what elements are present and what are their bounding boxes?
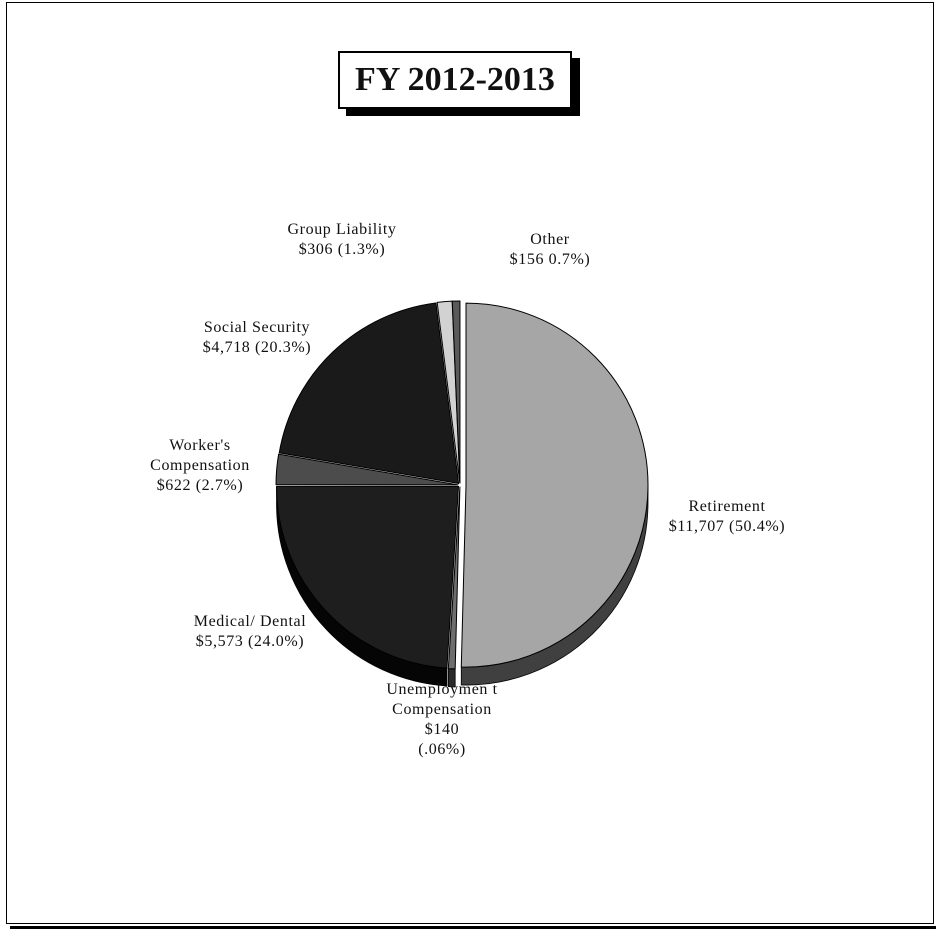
slice-label-line: $4,718 (20.3%) <box>202 339 312 356</box>
slice-label-line: $140 <box>424 721 460 738</box>
slice-label-line: (.06%) <box>418 741 466 758</box>
slice-label-line: $11,707 (50.4%) <box>668 518 786 535</box>
slice-label-medical-dental: Medical/ Dental $5,573 (24.0%) <box>194 612 307 652</box>
chart-title: FY 2012-2013 <box>338 51 572 109</box>
slice-label-line: Social Security <box>203 319 311 336</box>
slice-label-line: Unemploymen t <box>386 681 498 698</box>
slice-label-line: $5,573 (24.0%) <box>195 633 305 650</box>
slice-label-group-liability: Group Liability $306 (1.3%) <box>288 220 397 260</box>
pie-slice-social-security <box>278 302 460 485</box>
pie-slice-retirement <box>460 302 649 668</box>
slice-label-line: $622 (2.7%) <box>156 477 244 494</box>
pie-slice-medical-dental <box>276 485 460 669</box>
pie-slice-unemploymen-t <box>447 486 461 670</box>
pie-slice-other <box>451 300 461 484</box>
pie-slice-worker-s <box>275 453 459 486</box>
slice-label-line: Compensation <box>392 701 492 718</box>
slice-label-retirement: Retirement $11,707 (50.4%) <box>669 497 785 537</box>
slice-label-other: Other $156 0.7%) <box>510 230 591 270</box>
pie-slice-layer <box>275 300 649 670</box>
slice-label-line: Compensation <box>150 457 250 474</box>
slice-label-line: Group Liability <box>287 221 397 238</box>
slice-label-line: Retirement <box>688 498 766 515</box>
slice-label-line: Worker's <box>169 437 231 454</box>
slice-label-line: $156 0.7%) <box>509 251 591 268</box>
slice-label-line: $306 (1.3%) <box>298 241 386 258</box>
slice-label-unemployment-compensation: Unemploymen t Compensation $140 (.06%) <box>386 680 497 760</box>
slice-label-workers-compensation: Worker's Compensation $622 (2.7%) <box>150 436 250 496</box>
slice-label-line: Other <box>530 231 570 248</box>
slice-label-social-security: Social Security $4,718 (20.3%) <box>203 318 311 358</box>
slice-label-line: Medical/ Dental <box>193 613 307 630</box>
chart-frame-shadow <box>10 926 936 929</box>
